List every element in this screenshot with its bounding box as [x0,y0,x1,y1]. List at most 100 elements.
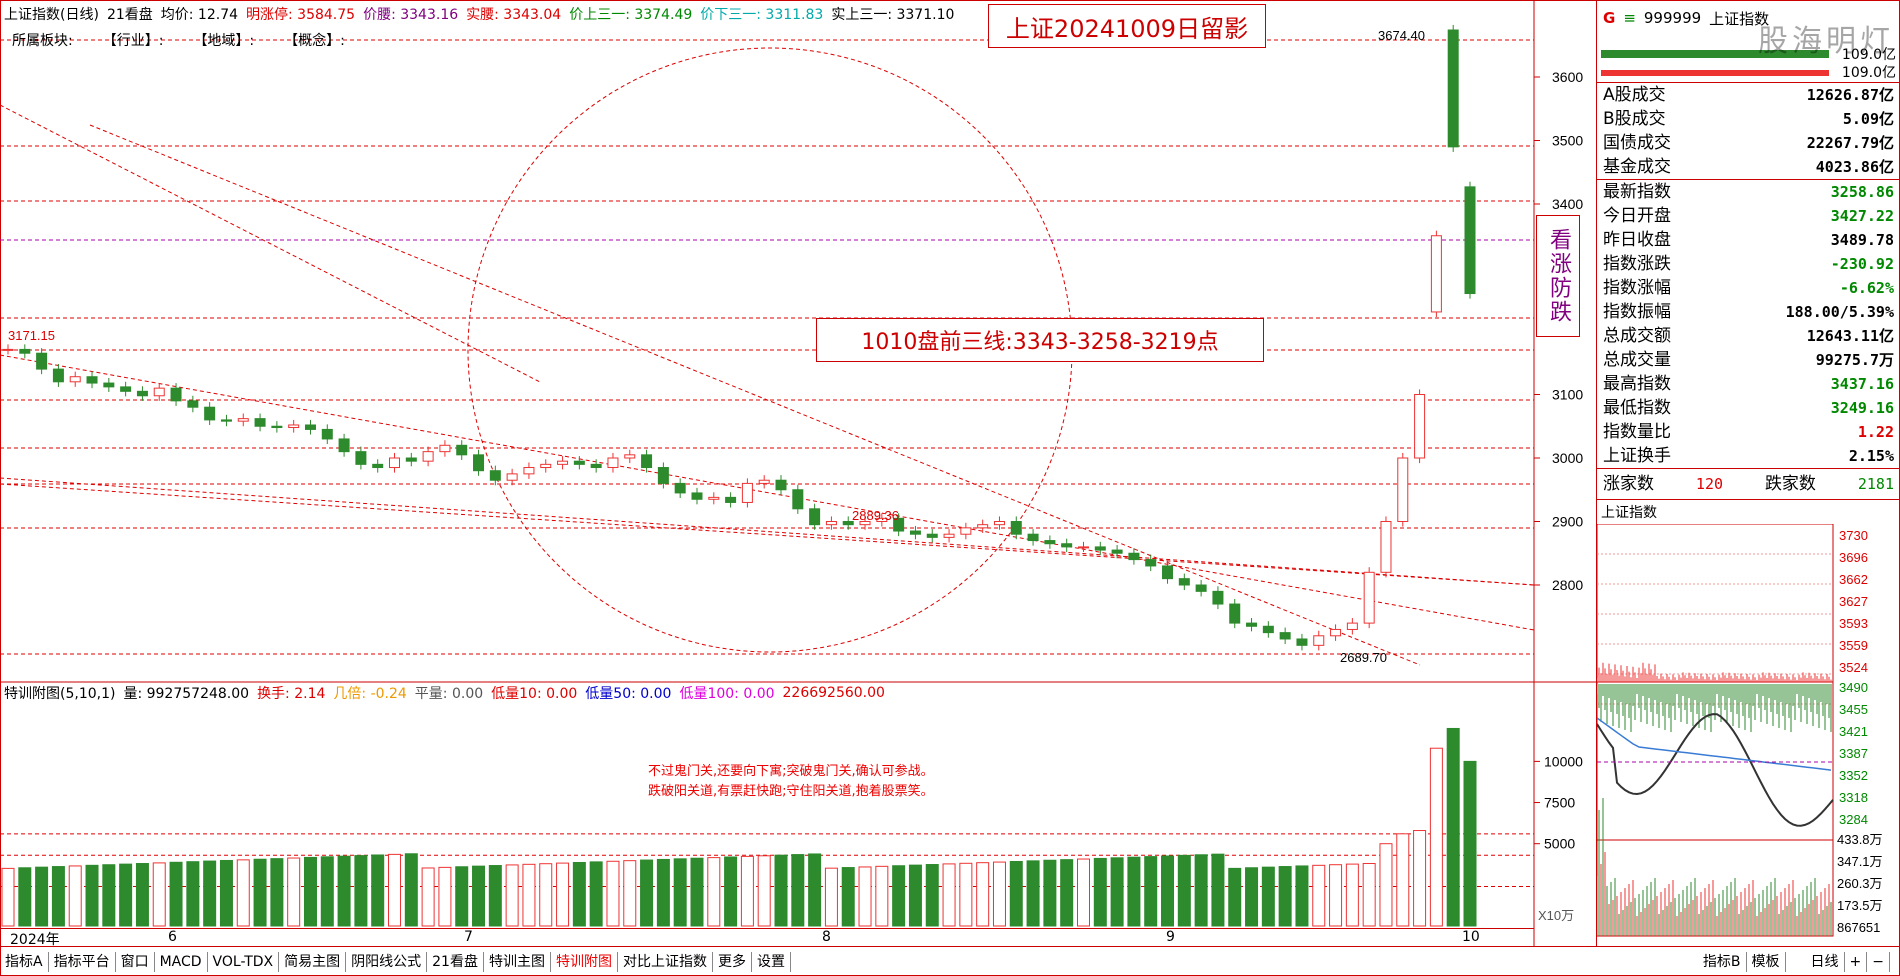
volume-bar [169,861,183,927]
mini-axis-label: 3318 [1839,790,1868,805]
date-label-aug: 8 [822,929,831,945]
vol-unit-label: X10万 [1538,908,1574,923]
sub-note-line-2: 跌破阳关道,有票赶快跑;守住阳关道,抱着股票笑。 [648,784,934,799]
trade-label: 基金成交 [1603,157,1671,177]
tab-11[interactable]: 更多 [713,951,752,972]
price-axis-label: 3600 [1552,69,1583,85]
tab-7[interactable]: 21看盘 [427,951,484,972]
tab-5[interactable]: 简易主图 [279,951,347,972]
candle-body [691,492,703,500]
candle-body [321,428,333,440]
tab-2[interactable]: 窗口 [116,951,155,972]
kline-chart[interactable]: 360035003400310030002900280003674.403171… [0,0,1596,946]
tab-right-0[interactable]: 指标B [1698,951,1747,972]
volume-bar [623,860,637,927]
price-axis-label: 3500 [1552,133,1583,149]
volume-bar [354,855,368,927]
quote-name: 上证指数 [1709,9,1770,28]
trade-row: 国债成交 22267.79亿 [1597,131,1900,155]
volume-bar [1413,830,1427,927]
tab-10[interactable]: 对比上证指数 [618,951,713,972]
volume-bar [119,863,133,927]
candle-body [170,387,182,402]
sub-title[interactable]: 特训附图(5,10,1) [4,686,116,702]
mini-vol-label: 260.3万 [1837,876,1883,891]
trade-row: B股成交 5.09亿 [1597,107,1900,131]
real-up3-value: 实上三一: 3371.10 [831,7,955,23]
stat-label: 指数涨幅 [1603,278,1671,298]
volume-bars: 109.0亿 109.0亿 [1597,36,1900,82]
tab-1[interactable]: 指标平台 [49,951,116,972]
sub-note-line-1: 不过鬼门关,还要向下寓;突破鬼门关,确认可参战。 [648,764,934,779]
candle-body [590,463,602,469]
tab-right-4[interactable]: − [1867,951,1890,972]
tab-12[interactable]: 设置 [752,951,791,972]
candle-body [792,489,804,510]
volume-bar [1429,747,1443,927]
tab-0[interactable]: 指标A [0,951,49,972]
price-axis-label: 2900 [1552,514,1583,530]
stat-value: -6.62% [1839,279,1894,297]
tab-right-2[interactable]: 日线 [1806,951,1845,972]
candle-body [876,517,888,523]
volume-bar [925,864,939,927]
volume-bar [522,863,536,927]
volume-bar [35,866,49,927]
candle-body [237,418,249,422]
menu-icon[interactable]: ≡ [1623,9,1636,27]
volume-bar [18,867,32,927]
info-bar: 上证指数(日线) 21看盘 均价: 12.74 明涨停: 3584.75 价腰:… [4,4,954,24]
date-label-sep: 9 [1166,929,1175,945]
volume-bar [371,854,385,927]
volume-bar [1060,859,1074,927]
volume-bar [219,859,233,927]
candle-body [1061,543,1073,548]
volume-bar [740,855,754,927]
mini-axis-label: 3524 [1839,660,1868,675]
volume-bar [707,857,721,927]
volume-bar [203,860,217,927]
trade-value: 4023.86亿 [1815,158,1894,176]
mini-chart[interactable]: 3730 3696 3662 3627 3593 3559 3524 3490 3455 3421… [1597,524,1900,942]
trend-line [0,483,1535,586]
trend-line [89,124,1421,666]
candle-body [103,382,115,388]
date-axis: 2024年 6 7 8 9 10 [0,928,1534,948]
volume-bar [1211,853,1225,927]
candle-body [1162,565,1174,580]
tab-8[interactable]: 特训主图 [484,951,551,972]
stat-value: 2.15% [1848,447,1894,465]
tab-right-3[interactable]: + [1845,951,1868,972]
volume-bar [1026,860,1040,927]
volume-bar [690,857,704,927]
vol-axis-label: 10000 [1544,753,1583,769]
up-label: 涨家数 [1603,474,1654,494]
candle-body [1010,521,1022,535]
stat-value: 3258.86 [1830,183,1894,201]
stat-label: 最低指数 [1603,398,1671,418]
candle-body [758,479,770,484]
price-down3-value: 价下三一: 3311.83 [700,7,824,23]
volume-bar [287,857,301,927]
tab-6[interactable]: 阴阳线公式 [346,951,428,972]
stat-label: 今日开盘 [1603,206,1671,226]
tab-9[interactable]: 特训附图 [551,951,618,972]
volume-bar [774,854,788,927]
volume-bar [1043,859,1057,927]
sector-industry[interactable]: 【行业】: [102,33,164,49]
tab-right-1[interactable]: 模板 [1747,951,1786,972]
tab-3[interactable]: MACD [155,951,208,972]
candle-body [1330,628,1342,637]
sector-concept[interactable]: 【概念】: [284,33,345,49]
candle-body [153,387,165,397]
kan-label[interactable]: 21看盘 [106,7,153,23]
volume-bar [152,862,166,927]
candle-body [641,454,653,469]
sector-region[interactable]: 【地域】: [193,33,255,49]
up-value: 120 [1695,475,1724,493]
volume-bar [1295,865,1309,927]
stat-value: 3437.16 [1830,375,1894,393]
price-label: 3674.40 [1378,28,1425,43]
tab-4[interactable]: VOL-TDX [208,951,280,972]
mini-vol-label: 433.8万 [1837,832,1883,847]
